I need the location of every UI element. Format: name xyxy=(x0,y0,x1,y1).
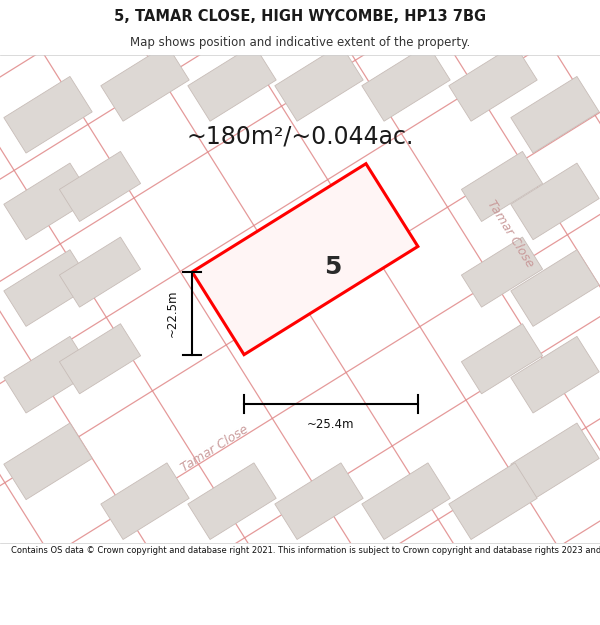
Polygon shape xyxy=(362,463,450,539)
Polygon shape xyxy=(511,76,599,153)
Polygon shape xyxy=(511,250,599,326)
Polygon shape xyxy=(362,44,450,121)
Polygon shape xyxy=(188,44,276,121)
Text: Tamar Close: Tamar Close xyxy=(484,198,536,271)
Polygon shape xyxy=(449,44,537,121)
Polygon shape xyxy=(511,163,599,240)
Polygon shape xyxy=(192,164,418,354)
Polygon shape xyxy=(4,423,92,499)
Polygon shape xyxy=(275,44,363,121)
Polygon shape xyxy=(461,237,542,307)
Polygon shape xyxy=(101,44,189,121)
Text: ~25.4m: ~25.4m xyxy=(307,418,355,431)
Polygon shape xyxy=(511,336,599,413)
Polygon shape xyxy=(4,76,92,153)
Polygon shape xyxy=(449,463,537,539)
Text: Contains OS data © Crown copyright and database right 2021. This information is : Contains OS data © Crown copyright and d… xyxy=(11,546,600,555)
Polygon shape xyxy=(4,336,92,413)
Polygon shape xyxy=(59,151,140,221)
Polygon shape xyxy=(511,423,599,499)
Polygon shape xyxy=(101,463,189,539)
Polygon shape xyxy=(461,151,542,221)
Polygon shape xyxy=(461,324,542,394)
Text: Tamar Close: Tamar Close xyxy=(179,422,251,474)
Polygon shape xyxy=(188,463,276,539)
Text: ~180m²/~0.044ac.: ~180m²/~0.044ac. xyxy=(187,124,413,149)
Polygon shape xyxy=(4,163,92,240)
Text: ~22.5m: ~22.5m xyxy=(166,289,179,337)
Polygon shape xyxy=(275,463,363,539)
Polygon shape xyxy=(59,324,140,394)
Text: 5: 5 xyxy=(325,255,341,279)
Text: Map shows position and indicative extent of the property.: Map shows position and indicative extent… xyxy=(130,36,470,49)
Text: 5, TAMAR CLOSE, HIGH WYCOMBE, HP13 7BG: 5, TAMAR CLOSE, HIGH WYCOMBE, HP13 7BG xyxy=(114,9,486,24)
Polygon shape xyxy=(4,250,92,326)
Polygon shape xyxy=(59,237,140,307)
